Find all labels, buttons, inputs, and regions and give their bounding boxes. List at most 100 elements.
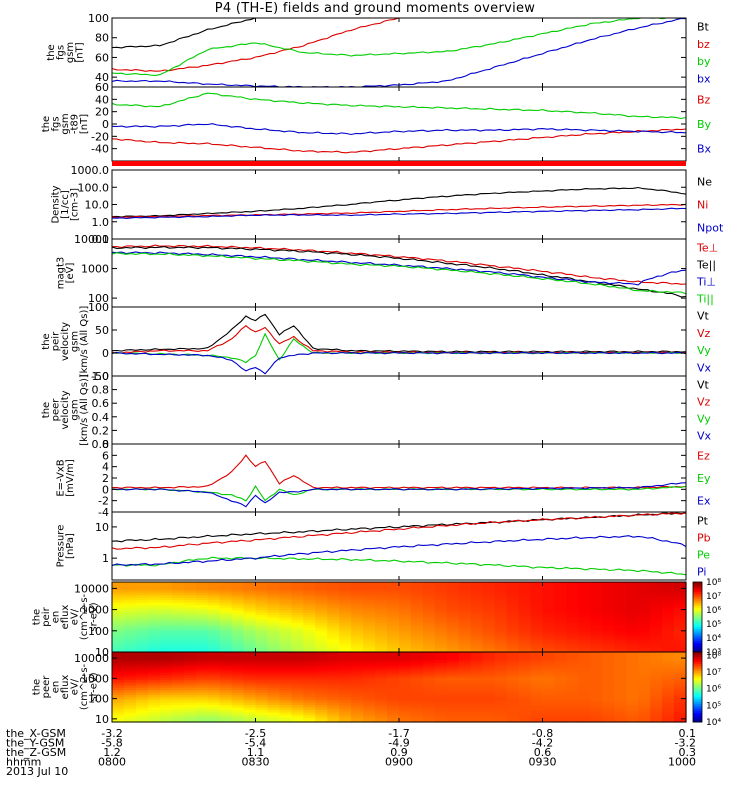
heatmap-cell-p9-27-4 [434, 709, 448, 713]
heatmap-cell-p9-33-24 [506, 659, 520, 663]
series-line-p0-2 [112, 18, 686, 77]
heatmap-cell-p9-32-23 [494, 662, 508, 666]
heatmap-cell-p9-42-16 [614, 679, 627, 683]
heatmap-cell-p8-36-0 [542, 649, 556, 653]
x-row-value-3-2: 0900 [385, 756, 413, 769]
heatmap-cell-p9-3-2 [147, 714, 161, 718]
heatmap-cell-p9-36-23 [542, 662, 556, 666]
heatmap-cell-p9-46-13 [662, 687, 675, 691]
heatmap-cell-p8-3-5 [147, 637, 161, 641]
heatmap-cell-p8-47-3 [674, 642, 687, 646]
heatmap-cell-p8-19-17 [339, 607, 352, 611]
heatmap-cell-p9-18-5 [327, 707, 340, 711]
heatmap-cell-p8-20-21 [351, 597, 364, 601]
heatmap-cell-p8-30-5 [470, 637, 484, 641]
heatmap-cell-p9-29-22 [458, 664, 472, 668]
heatmap-cell-p8-41-1 [602, 647, 615, 651]
heatmap-cell-p9-37-15 [554, 682, 568, 686]
heatmap-cell-p8-15-14 [291, 614, 304, 618]
heatmap-cell-p8-42-11 [614, 622, 627, 626]
heatmap-cell-p9-25-21 [410, 667, 424, 671]
heatmap-cell-p8-22-17 [375, 607, 388, 611]
heatmap-cell-p9-37-10 [554, 694, 568, 698]
heatmap-cell-p8-19-25 [339, 587, 352, 591]
heatmap-cell-p8-25-22 [410, 594, 424, 598]
heatmap-cell-p8-19-9 [339, 627, 352, 631]
heatmap-cell-p8-40-4 [590, 639, 603, 643]
heatmap-cell-p8-4-11 [159, 622, 173, 626]
heatmap-cell-p8-47-11 [674, 622, 687, 626]
colorbar-swatch-p8-17 [693, 610, 702, 613]
heatmap-cell-p9-46-16 [662, 679, 675, 683]
heatmap-cell-p9-1-7 [123, 702, 137, 706]
heatmap-cell-p8-37-0 [554, 649, 568, 653]
panel-frame-0 [111, 17, 687, 88]
heatmap-cell-p9-39-15 [578, 682, 591, 686]
heatmap-cell-p9-18-14 [327, 684, 340, 688]
heatmap-cell-p9-29-5 [458, 707, 472, 711]
heatmap-cell-p9-39-6 [578, 704, 591, 708]
colorbar-swatch-p8-7 [693, 633, 702, 637]
heatmap-cell-p8-24-8 [399, 629, 412, 633]
heatmap-cell-p9-44-6 [638, 704, 651, 708]
heatmap-cell-p8-47-17 [674, 607, 687, 611]
heatmap-cell-p9-12-11 [255, 692, 269, 696]
heatmap-cell-p9-28-26 [446, 654, 460, 658]
heatmap-cell-p8-22-7 [375, 632, 388, 636]
heatmap-cell-p9-12-27 [255, 652, 269, 656]
heatmap-cell-p9-0-2 [112, 714, 125, 718]
heatmap-cell-p9-19-5 [339, 707, 352, 711]
heatmap-cell-p8-17-18 [315, 604, 328, 608]
heatmap-cell-p8-43-27 [626, 582, 639, 586]
heatmap-cell-p9-9-26 [219, 654, 233, 658]
heatmap-cell-p9-27-17 [434, 677, 448, 681]
heatmap-cell-p9-16-15 [303, 682, 316, 686]
legend-item-p6-0: Ez [697, 449, 710, 462]
heatmap-cell-p9-42-2 [614, 714, 627, 718]
heatmap-cell-p9-42-12 [614, 689, 627, 693]
heatmap-cell-p8-17-27 [315, 582, 328, 586]
colorbar-label-p8-4: 10⁷ [706, 592, 721, 602]
heatmap-cell-p9-6-21 [183, 667, 197, 671]
series-line-p2-1 [112, 203, 686, 219]
heatmap-cell-p8-14-5 [279, 637, 292, 641]
heatmap-cell-p9-7-10 [195, 694, 209, 698]
heatmap-cell-p9-23-21 [387, 667, 400, 671]
heatmap-cell-p9-41-9 [602, 697, 615, 701]
heatmap-cell-p8-46-15 [662, 612, 675, 616]
heatmap-cell-p9-1-26 [123, 654, 137, 658]
heatmap-cell-p9-3-12 [147, 689, 161, 693]
heatmap-cell-p8-24-21 [399, 597, 412, 601]
heatmap-cell-p9-28-4 [446, 709, 460, 713]
heatmap-cell-p9-1-12 [123, 689, 137, 693]
heatmap-cell-p9-39-14 [578, 684, 591, 688]
heatmap-cell-p9-40-24 [590, 659, 603, 663]
heatmap-cell-p9-9-4 [219, 709, 233, 713]
heatmap-cell-p9-6-2 [183, 714, 197, 718]
heatmap-cell-p8-14-17 [279, 607, 292, 611]
heatmap-cell-p9-2-5 [135, 707, 149, 711]
heatmap-cell-p8-13-23 [267, 592, 281, 596]
heatmap-cell-p9-17-27 [315, 652, 328, 656]
heatmap-cell-p8-33-24 [506, 589, 520, 593]
heatmap-cell-p9-19-21 [339, 667, 352, 671]
heatmap-cell-p8-12-3 [255, 642, 269, 646]
heatmap-cell-p9-47-13 [674, 687, 687, 691]
heatmap-cell-p9-28-24 [446, 659, 460, 663]
colorbar-swatch-p9-21 [693, 670, 702, 674]
colorbar-frame-p9 [692, 651, 703, 723]
heatmap-cell-p9-15-11 [291, 692, 304, 696]
heatmap-cell-p8-43-12 [626, 619, 639, 623]
heatmap-cell-p9-4-7 [159, 702, 173, 706]
heatmap-cell-p8-32-9 [494, 627, 508, 631]
heatmap-cell-p9-38-17 [566, 677, 579, 681]
heatmap-cell-p9-26-21 [422, 667, 436, 671]
heatmap-cell-p9-44-25 [638, 657, 651, 661]
heatmap-cell-p8-44-15 [638, 612, 651, 616]
heatmap-cell-p9-17-16 [315, 679, 328, 683]
heatmap-cell-p9-23-5 [387, 707, 400, 711]
heatmap-cell-p8-47-4 [674, 639, 687, 643]
heatmap-cell-p9-16-8 [303, 699, 316, 703]
heatmap-cell-p8-33-22 [506, 594, 520, 598]
legend-item-p5-2: Vy [697, 413, 711, 426]
